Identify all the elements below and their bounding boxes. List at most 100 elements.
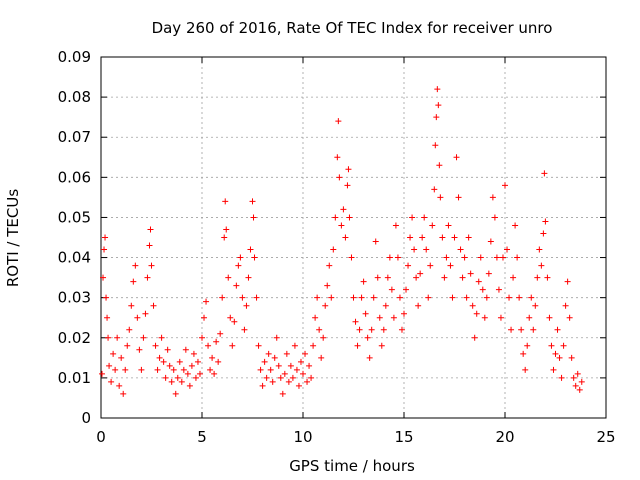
x-tick-labels: 0 5 10 15 20 25: [96, 428, 615, 446]
data-point: [338, 222, 345, 229]
data-point: [457, 246, 464, 253]
data-point: [403, 286, 410, 293]
data-point: [199, 334, 205, 341]
data-point: [102, 234, 109, 241]
data-point: [510, 274, 517, 281]
data-point: [330, 246, 337, 253]
data-point: [336, 174, 343, 181]
data-point: [237, 254, 244, 261]
data-point: [532, 302, 539, 309]
data-point: [578, 378, 585, 385]
data-point: [318, 354, 325, 361]
data-point: [384, 274, 391, 281]
data-point: [415, 302, 422, 309]
data-point: [104, 314, 111, 321]
data-point: [152, 342, 159, 349]
data-point: [186, 382, 193, 389]
data-point: [112, 366, 119, 373]
data-point: [512, 222, 519, 229]
data-point: [348, 254, 355, 261]
data-point: [556, 354, 563, 361]
data-point: [245, 274, 252, 281]
data-point: [443, 254, 450, 261]
data-point: [160, 358, 167, 365]
data-point: [538, 262, 545, 269]
y-tick-label: 0: [81, 409, 91, 427]
data-point: [382, 302, 389, 309]
data-point: [314, 294, 321, 301]
data-point: [419, 234, 426, 241]
data-points: [99, 86, 585, 397]
data-point: [99, 370, 106, 377]
data-point: [378, 342, 385, 349]
data-point: [297, 358, 304, 365]
data-point: [562, 302, 569, 309]
data-point: [508, 326, 515, 333]
data-point: [285, 378, 292, 385]
data-point: [306, 362, 313, 369]
data-point: [322, 302, 329, 309]
data-point: [435, 102, 442, 109]
data-point: [445, 222, 452, 229]
data-point: [194, 358, 201, 365]
data-point: [227, 314, 234, 321]
data-point: [164, 346, 171, 353]
data-point: [162, 374, 169, 381]
data-point: [158, 334, 165, 341]
data-point: [455, 194, 462, 201]
data-point: [479, 286, 486, 293]
data-point: [522, 366, 529, 373]
data-point: [247, 246, 254, 253]
data-point: [310, 342, 317, 349]
data-point: [235, 262, 242, 269]
data-point: [223, 226, 230, 233]
y-tick-label: 0.08: [58, 88, 91, 106]
data-point: [396, 294, 403, 301]
data-point: [205, 342, 212, 349]
x-tick-label: 10: [293, 428, 312, 446]
y-tick-label: 0.01: [58, 369, 91, 387]
data-point: [481, 314, 488, 321]
data-point: [316, 326, 323, 333]
data-point: [154, 366, 161, 373]
data-point: [249, 198, 256, 205]
data-point: [540, 230, 547, 237]
data-point: [560, 342, 567, 349]
data-point: [324, 282, 331, 289]
data-point: [566, 314, 573, 321]
data-point: [392, 222, 399, 229]
y-tick-label: 0.05: [58, 208, 91, 226]
data-point: [558, 374, 565, 381]
chart-title: Day 260 of 2016, Rate Of TEC Index for r…: [152, 19, 553, 37]
data-point: [429, 222, 436, 229]
data-point: [528, 294, 535, 301]
data-point: [439, 234, 446, 241]
data-point: [342, 234, 349, 241]
data-point: [170, 366, 177, 373]
y-tick-label: 0.07: [58, 128, 91, 146]
data-point: [147, 226, 154, 233]
data-point: [295, 382, 302, 389]
data-point: [374, 274, 381, 281]
data-point: [261, 358, 268, 365]
data-point: [499, 254, 506, 261]
data-point: [203, 298, 210, 305]
data-point: [409, 214, 416, 221]
data-point: [287, 362, 294, 369]
data-point: [491, 214, 498, 221]
x-axis-label: GPS time / hours: [289, 457, 415, 475]
y-tick-label: 0.03: [58, 289, 91, 307]
x-tick-label: 0: [96, 428, 106, 446]
data-point: [475, 278, 482, 285]
data-point: [243, 302, 250, 309]
data-point: [536, 246, 543, 253]
data-point: [465, 234, 472, 241]
data-point: [267, 366, 274, 373]
data-point: [275, 362, 282, 369]
data-point: [401, 310, 407, 317]
data-point: [524, 342, 531, 349]
data-point: [118, 354, 125, 361]
data-point: [101, 246, 108, 253]
data-point: [176, 358, 183, 365]
data-point: [413, 274, 420, 281]
